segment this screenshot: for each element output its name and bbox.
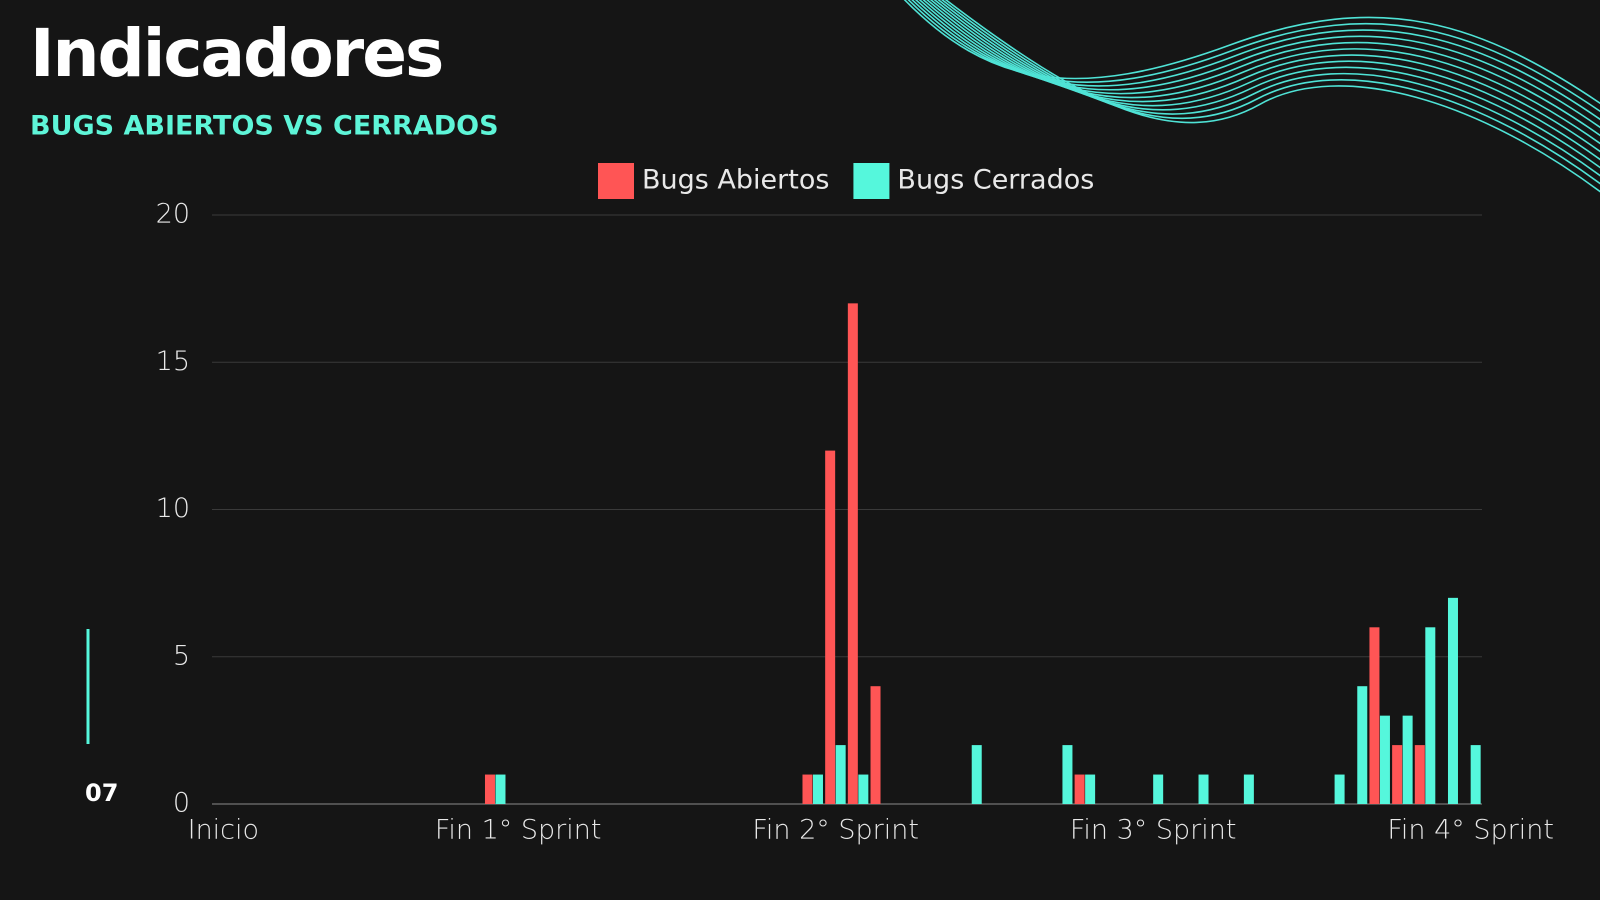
y-tick-label: 5 bbox=[173, 640, 190, 671]
legend-swatch bbox=[853, 163, 890, 199]
decorative-waves bbox=[903, 0, 1600, 193]
page-number: 07 bbox=[85, 779, 118, 807]
x-tick-label: Fin 3° Sprint bbox=[1070, 815, 1237, 846]
wave-line bbox=[926, 0, 1600, 153]
bar bbox=[1369, 627, 1380, 804]
wave-line bbox=[918, 0, 1600, 137]
bar bbox=[1153, 774, 1164, 804]
bar bbox=[870, 686, 881, 804]
bar bbox=[812, 774, 823, 804]
x-tick-label: Fin 1° Sprint bbox=[435, 815, 602, 846]
x-tick-label: Fin 4° Sprint bbox=[1387, 815, 1554, 846]
wave-line bbox=[930, 0, 1600, 161]
bar bbox=[1402, 715, 1413, 804]
bar bbox=[1379, 715, 1390, 804]
bar bbox=[1198, 774, 1209, 804]
bar bbox=[835, 745, 846, 804]
bar bbox=[1414, 745, 1425, 804]
wave-line bbox=[903, 0, 1600, 105]
wave-line bbox=[933, 0, 1600, 169]
bar bbox=[1334, 774, 1345, 804]
y-tick-label: 20 bbox=[156, 199, 190, 230]
x-tick-label: Fin 2° Sprint bbox=[752, 815, 919, 846]
bar bbox=[858, 774, 869, 804]
bar bbox=[1447, 597, 1458, 804]
wave-line bbox=[915, 0, 1600, 129]
wave-line bbox=[922, 0, 1600, 145]
bar bbox=[484, 774, 495, 804]
bar bbox=[825, 450, 836, 804]
bar bbox=[971, 745, 982, 804]
bar bbox=[802, 774, 813, 804]
bar bbox=[1074, 774, 1085, 804]
wave-line bbox=[937, 0, 1600, 177]
wave-line bbox=[941, 0, 1600, 185]
legend-label: Bugs Abiertos bbox=[642, 165, 829, 196]
bar bbox=[1062, 745, 1073, 804]
x-tick-label: Inicio bbox=[188, 815, 259, 846]
y-tick-label: 15 bbox=[156, 346, 190, 377]
y-tick-label: 10 bbox=[156, 493, 190, 524]
bar bbox=[1243, 774, 1254, 804]
bar bbox=[1470, 745, 1481, 804]
wave-line bbox=[944, 0, 1600, 193]
bar bbox=[1425, 627, 1436, 804]
bar bbox=[1392, 745, 1403, 804]
wave-line bbox=[911, 0, 1600, 121]
legend-swatch bbox=[598, 163, 634, 199]
y-tick-label: 0 bbox=[173, 788, 190, 819]
slide-subtitle: BUGS ABIERTOS VS CERRADOS bbox=[30, 111, 499, 142]
bar bbox=[1357, 686, 1368, 804]
bar bbox=[1085, 774, 1096, 804]
bar bbox=[847, 303, 858, 804]
bar bbox=[495, 774, 506, 804]
legend-label: Bugs Cerrados bbox=[897, 165, 1094, 196]
slide-title: Indicadores bbox=[30, 15, 442, 92]
wave-line bbox=[907, 0, 1600, 113]
